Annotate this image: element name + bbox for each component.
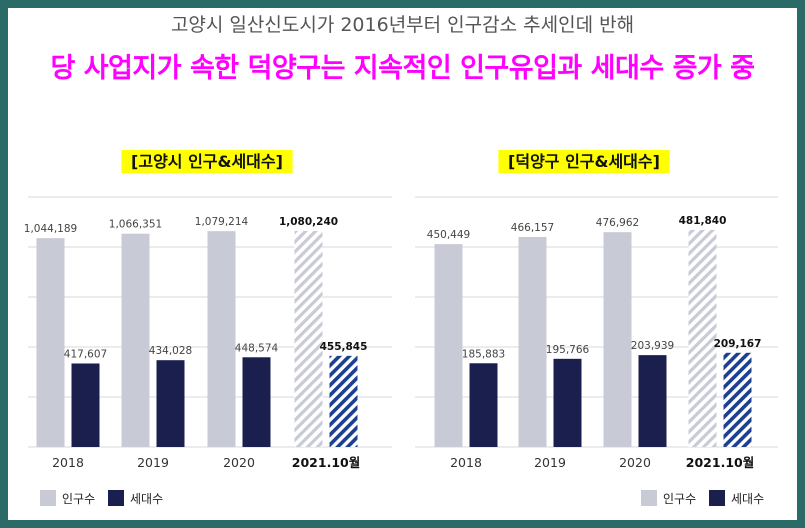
x-tick-label: 2021.10월	[686, 455, 754, 470]
legend-label-population: 인구수	[663, 492, 696, 506]
population-value-label: 1,044,189	[24, 223, 77, 235]
population-bar	[121, 233, 150, 447]
legend-swatch-population	[40, 490, 56, 506]
population-value-label: 1,080,240	[279, 216, 338, 228]
household-value-label: 195,766	[546, 344, 590, 356]
legend-goyang: 인구수 세대수	[40, 490, 163, 506]
household-bar	[242, 357, 271, 447]
household-bar	[156, 360, 185, 447]
legend-deogyang: 인구수 세대수	[641, 490, 764, 506]
chart-title-highlight	[498, 150, 670, 173]
chart-deogyang: [덕양구 인구&세대수] 450,449 185,883 2018 466,157 195…	[415, 150, 778, 470]
population-bar	[518, 237, 547, 447]
x-tick-label: 2019	[137, 455, 169, 470]
population-bar	[294, 230, 323, 447]
page-headline: 당 사업지가 속한 덕양구는 지속적인 인구유입과 세대수 증가 중	[50, 53, 755, 84]
household-bar	[553, 358, 582, 447]
population-value-label: 1,066,351	[109, 219, 162, 231]
population-value-label: 450,449	[427, 229, 470, 241]
x-tick-label: 2018	[450, 455, 482, 470]
legend-label-households: 세대수	[130, 492, 163, 506]
chart-goyang: [고양시 인구&세대수] 1,044,189 417,607 2018 1,066,35…	[24, 150, 392, 470]
household-bar	[469, 363, 498, 447]
household-value-label: 185,883	[462, 348, 505, 360]
population-bar	[207, 231, 236, 447]
population-value-label: 481,840	[679, 215, 727, 227]
chart-title: [고양시 인구&세대수]	[131, 152, 283, 171]
population-bar	[603, 232, 632, 447]
legend-label-population: 인구수	[62, 492, 95, 506]
household-value-label: 203,939	[631, 340, 674, 352]
household-bar	[329, 355, 358, 447]
x-tick-label: 2020	[223, 455, 255, 470]
legend-label-households: 세대수	[731, 492, 764, 506]
population-bar	[434, 244, 463, 447]
page-subtitle: 고양시 일산신도시가 2016년부터 인구감소 추세인데 반해	[170, 14, 635, 36]
legend-swatch-households	[709, 490, 725, 506]
chart-title: [덕양구 인구&세대수]	[508, 152, 660, 171]
household-value-label: 209,167	[714, 338, 762, 350]
population-bar	[36, 238, 65, 447]
x-tick-label: 2018	[52, 455, 84, 470]
x-tick-label: 2020	[619, 455, 651, 470]
population-value-label: 466,157	[511, 222, 554, 234]
chart-title-highlight	[121, 150, 293, 173]
household-value-label: 417,607	[64, 348, 107, 360]
household-bar	[71, 363, 100, 447]
household-bar	[723, 352, 752, 447]
x-tick-label: 2019	[534, 455, 566, 470]
household-value-label: 434,028	[149, 345, 192, 357]
household-bar	[638, 355, 667, 447]
household-value-label: 455,845	[320, 341, 368, 353]
x-tick-label: 2021.10월	[292, 455, 360, 470]
household-value-label: 448,574	[235, 342, 279, 354]
population-bar	[688, 229, 717, 447]
population-value-label: 1,079,214	[195, 216, 249, 228]
legend-swatch-population	[641, 490, 657, 506]
legend-swatch-households	[108, 490, 124, 506]
population-value-label: 476,962	[596, 217, 639, 229]
